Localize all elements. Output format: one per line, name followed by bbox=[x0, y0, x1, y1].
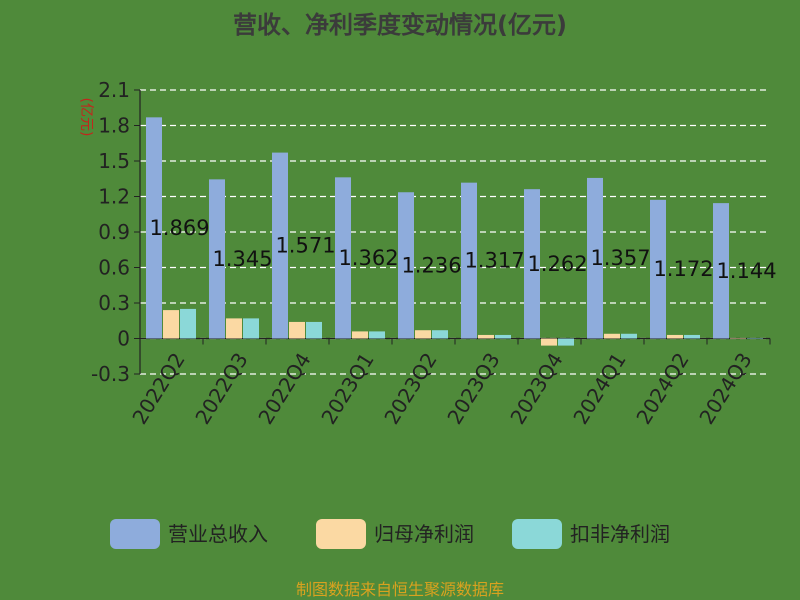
y-tick-label: 0.9 bbox=[98, 220, 130, 244]
bar-revenue bbox=[524, 189, 540, 339]
chart-title: 营收、净利季度变动情况(亿元) bbox=[233, 11, 567, 39]
data-label: 1.317 bbox=[464, 249, 524, 273]
bar-adjusted-profit bbox=[432, 330, 448, 339]
bar-net-profit bbox=[226, 318, 242, 339]
y-tick-label: 1.2 bbox=[98, 185, 130, 209]
x-tick-label: 2023Q4 bbox=[505, 348, 567, 428]
bar-adjusted-profit bbox=[369, 331, 385, 339]
y-tick-label: 2.1 bbox=[98, 78, 130, 102]
bar-net-profit bbox=[730, 338, 746, 339]
data-label: 1.345 bbox=[212, 247, 272, 271]
bar-revenue bbox=[398, 192, 414, 339]
bar-net-profit bbox=[667, 334, 683, 339]
bar-net-profit bbox=[352, 331, 368, 339]
bar-revenue bbox=[587, 177, 603, 339]
data-label: 1.362 bbox=[338, 246, 398, 270]
data-label: 1.262 bbox=[527, 252, 587, 276]
bar-revenue bbox=[650, 199, 666, 339]
y-axis-label: (亿元) bbox=[78, 98, 94, 137]
bar-adjusted-profit bbox=[180, 308, 196, 339]
bar-adjusted-profit bbox=[747, 338, 763, 339]
data-label: 1.869 bbox=[149, 216, 209, 240]
data-label: 1.357 bbox=[590, 246, 650, 270]
x-tick-label: 2024Q3 bbox=[694, 348, 756, 428]
x-tick-label: 2023Q2 bbox=[379, 348, 441, 428]
bar-net-profit bbox=[289, 321, 305, 339]
data-label: 1.144 bbox=[716, 259, 776, 283]
bar-adjusted-profit bbox=[621, 333, 637, 339]
y-tick-label: 0.3 bbox=[98, 291, 130, 315]
bar-revenue bbox=[461, 182, 477, 339]
bar-net-profit bbox=[604, 333, 620, 339]
x-tick-label: 2022Q2 bbox=[127, 348, 189, 428]
x-tick-label: 2022Q3 bbox=[190, 348, 252, 428]
bar-adjusted-profit bbox=[495, 334, 511, 339]
bars bbox=[146, 117, 763, 346]
data-label: 1.172 bbox=[653, 257, 713, 281]
legend-swatch bbox=[110, 519, 160, 549]
bar-adjusted-profit bbox=[243, 318, 259, 339]
bar-revenue bbox=[335, 177, 351, 339]
legend-swatch bbox=[316, 519, 366, 549]
data-label: 1.571 bbox=[275, 234, 335, 258]
bar-net-profit bbox=[478, 334, 494, 339]
legend-label: 扣非净利润 bbox=[570, 522, 670, 546]
bar-net-profit bbox=[415, 330, 431, 339]
x-tick-labels: 2022Q2 2022Q3 2022Q4 2023Q1 2023Q2 2023Q3 2023… bbox=[127, 348, 756, 428]
y-tick-label: 1.5 bbox=[98, 149, 130, 173]
y-tick-label: 0.6 bbox=[98, 256, 130, 280]
bar-net-profit bbox=[541, 338, 557, 346]
data-label: 1.236 bbox=[401, 253, 461, 277]
x-tick-label: 2024Q1 bbox=[568, 348, 630, 428]
y-tick-labels: -0.3 0 0.3 0.6 0.9 1.2 1.5 1.8 2.1 bbox=[91, 78, 130, 386]
x-tick-label: 2022Q4 bbox=[253, 348, 315, 428]
x-tick-label: 2024Q2 bbox=[631, 348, 693, 428]
bar-adjusted-profit bbox=[558, 338, 574, 346]
bar-net-profit bbox=[163, 310, 179, 339]
y-tick-label: 0 bbox=[117, 327, 130, 351]
legend-swatch bbox=[512, 519, 562, 549]
legend-label: 营业总收入 bbox=[168, 522, 268, 546]
bar-revenue bbox=[713, 203, 729, 339]
legend-label: 归母净利润 bbox=[374, 522, 474, 546]
bar-revenue bbox=[272, 152, 288, 339]
bar-revenue bbox=[146, 117, 162, 339]
x-tick-label: 2023Q1 bbox=[316, 348, 378, 428]
bar-revenue bbox=[209, 179, 225, 339]
y-tick-label: -0.3 bbox=[91, 362, 130, 386]
bar-adjusted-profit bbox=[684, 334, 700, 339]
y-tick-label: 1.8 bbox=[98, 114, 130, 138]
source-note: 制图数据来自恒生聚源数据库 bbox=[296, 580, 504, 599]
x-tick-label: 2023Q3 bbox=[442, 348, 504, 428]
legend: 营业总收入 归母净利润 扣非净利润 bbox=[110, 519, 670, 549]
bar-adjusted-profit bbox=[306, 321, 322, 339]
